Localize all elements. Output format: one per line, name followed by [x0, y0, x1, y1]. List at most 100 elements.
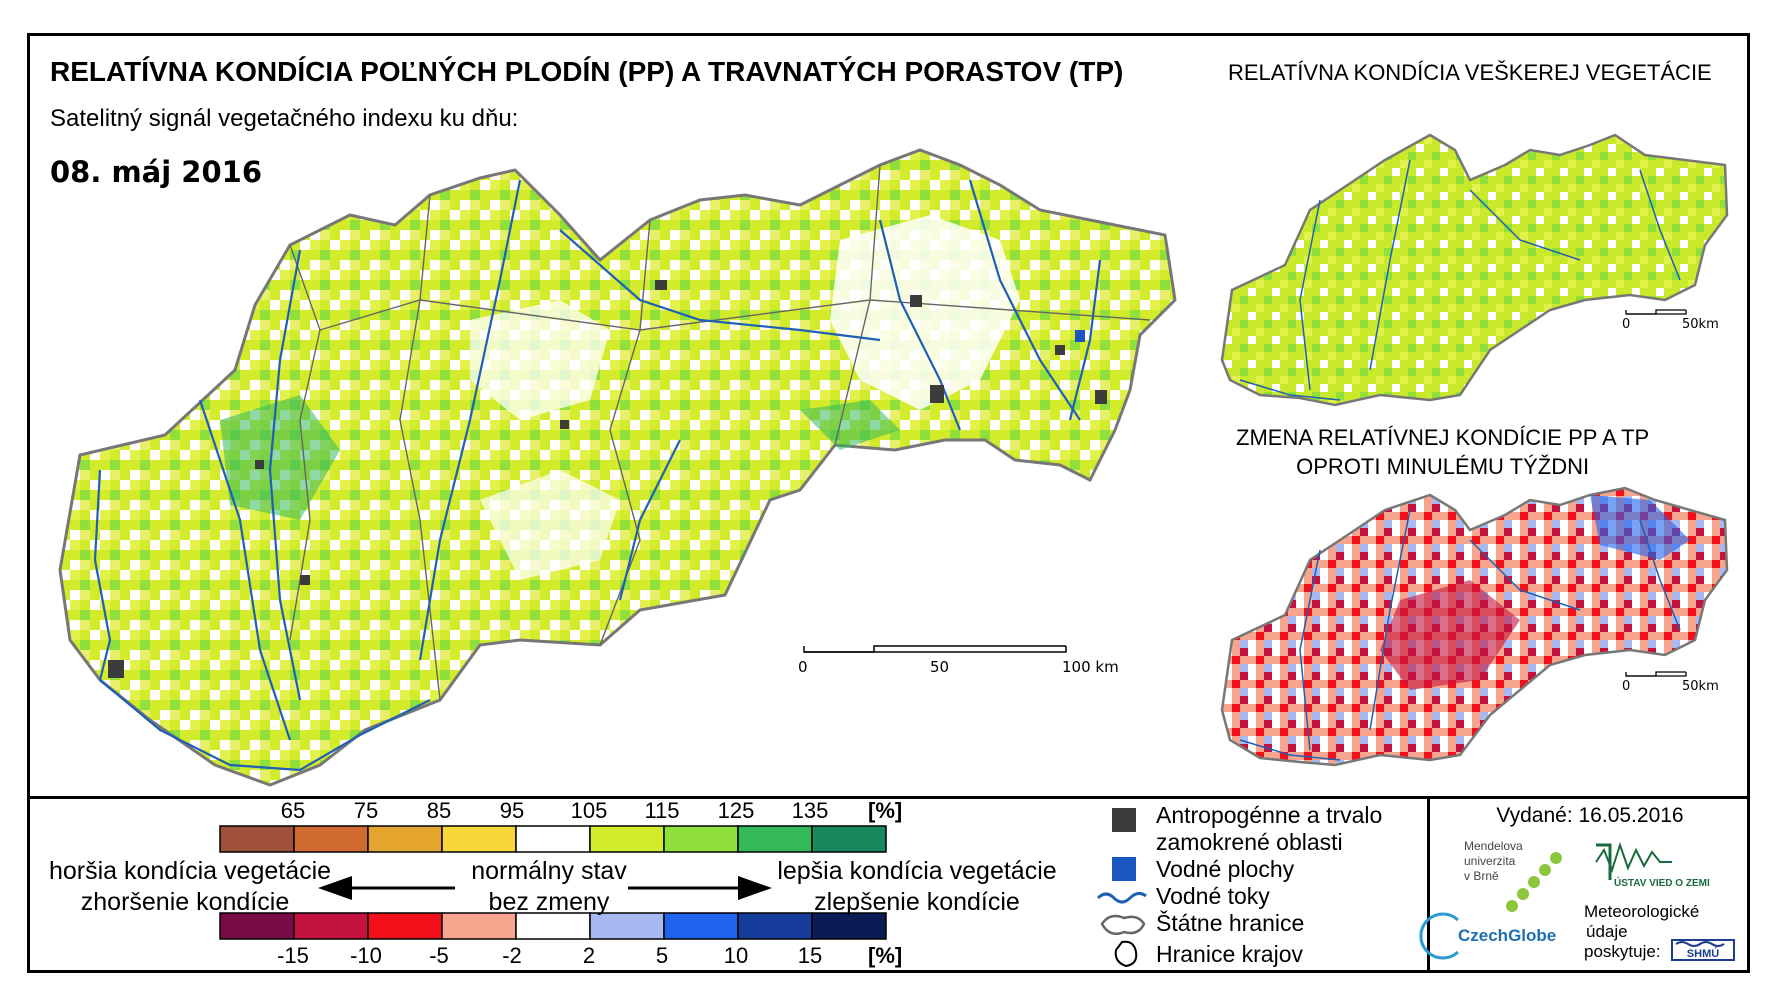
uvoz-logo-icon — [1595, 841, 1672, 880]
all-vegetation-scale-0: 0 — [1622, 317, 1630, 332]
issued-date: Vydané: 16.05.2016 — [1496, 804, 1683, 827]
change-legend: -15 -10 -5 -2 2 5 10 15 [%] — [219, 912, 902, 968]
rivers-label: Vodné toky — [1156, 883, 1270, 909]
legend-divider — [27, 796, 1750, 799]
condition-swatch-4 — [515, 825, 591, 853]
condition-swatch-6 — [663, 825, 739, 853]
condition-tick-105: 105 — [571, 798, 608, 823]
left-arrow-icon — [318, 876, 455, 900]
all-vegetation-scale-bar — [1625, 309, 1687, 315]
all-vegetation-title: RELATÍVNA KONDÍCIA VEŠKEREJ VEGETÁCIE — [1228, 60, 1712, 85]
right-arrow-icon — [628, 876, 772, 900]
water-swatch — [1112, 857, 1136, 881]
mendel-line2: univerzita — [1464, 854, 1516, 868]
state-border-icon — [1100, 914, 1146, 935]
condition-tick-135: 135 — [792, 798, 829, 823]
change-swatch-0 — [219, 912, 295, 940]
change-swatch-2 — [367, 912, 443, 940]
meteo-line3: poskytuje: — [1584, 942, 1661, 961]
condition-unit: [%] — [868, 798, 902, 823]
change-tick-10: 10 — [724, 943, 748, 968]
condition-tick-65: 65 — [281, 798, 305, 823]
change-scale-0: 0 — [1622, 679, 1630, 694]
change-swatch-3 — [441, 912, 517, 940]
main-scale-50: 50 — [930, 658, 949, 676]
main-better-area-center — [800, 400, 900, 450]
main-normal-area-south — [480, 470, 620, 580]
anthropogenic-line2: zamokrené oblasti — [1156, 829, 1343, 855]
state-borders-label: Štátne hranice — [1156, 909, 1304, 936]
uvoz-label: ÚSTAV VIED O ZEMI — [1614, 876, 1710, 889]
condition-swatch-3 — [441, 825, 517, 853]
change-unit: [%] — [868, 943, 902, 968]
main-condition-map: 0 50 100 km — [58, 148, 1177, 787]
change-map: 0 50km — [1220, 486, 1729, 767]
change-tick-m2: -2 — [502, 943, 522, 968]
normal-line1: normálny stav — [471, 857, 627, 885]
change-tick-5: 5 — [656, 943, 668, 968]
main-scale-100: 100 km — [1062, 658, 1119, 676]
meteo-line1: Meteorologické — [1584, 902, 1699, 921]
main-scale-bar — [803, 645, 1067, 653]
meteo-line2: údaje — [1586, 922, 1628, 941]
shmu-logo-icon — [1671, 939, 1735, 961]
date-label: 08. máj 2016 — [50, 155, 263, 189]
change-scale-50: 50km — [1682, 679, 1719, 694]
main-normal-area-east — [830, 215, 1020, 410]
change-tick-2: 2 — [583, 943, 595, 968]
better-line1: lepšia kondícia vegetácie — [777, 857, 1056, 885]
czechglobe-label: CzechGlobe — [1458, 926, 1556, 945]
mendel-line1: Mendelova — [1464, 839, 1523, 853]
main-water-body — [1075, 330, 1085, 342]
anthropogenic-line1: Antropogénne a trvalo — [1156, 802, 1382, 828]
change-scale-bar — [1625, 671, 1687, 677]
worse-line2: zhoršenie kondície — [81, 888, 289, 916]
shmu-label: SHMÚ — [1687, 947, 1719, 960]
main-normal-area-center — [470, 300, 610, 420]
condition-tick-75: 75 — [354, 798, 378, 823]
change-swatch-6 — [663, 912, 739, 940]
condition-swatch-5 — [589, 825, 665, 853]
main-scale-0: 0 — [798, 658, 808, 676]
mendel-line3: v Brně — [1464, 869, 1499, 883]
anthropogenic-swatch — [1112, 808, 1136, 832]
condition-swatch-8 — [811, 825, 887, 853]
change-tick-m10: -10 — [350, 943, 382, 968]
condition-tick-115: 115 — [644, 798, 679, 823]
change-rivers — [1239, 509, 1681, 761]
condition-legend: 65 75 85 95 105 115 125 135 [%] — [219, 798, 902, 853]
water-bodies-label: Vodné plochy — [1156, 856, 1295, 882]
all-vegetation-scale-50: 50km — [1682, 317, 1719, 332]
change-swatch-1 — [293, 912, 369, 940]
map-frame — [27, 33, 1750, 973]
all-vegetation-rivers — [1239, 159, 1681, 401]
normal-line2: bez zmeny — [489, 888, 610, 916]
change-title-line2: OPROTI MINULÉMU TÝŽDNI — [1296, 454, 1590, 479]
condition-tick-85: 85 — [427, 798, 451, 823]
worse-line1: horšia kondícia vegetácie — [49, 857, 331, 885]
better-line2: zlepšenie kondície — [814, 888, 1020, 916]
main-anthropogenic-areas — [108, 280, 1107, 678]
czechglobe-logo-icon — [1419, 912, 1460, 960]
change-title-line1: ZMENA RELATÍVNEJ KONDÍCIE PP A TP — [1236, 425, 1650, 450]
all-vegetation-map: 0 50km — [1220, 133, 1729, 407]
main-title: RELATÍVNA KONDÍCIA POĽNÝCH PLODÍN (PP) A… — [50, 56, 1124, 87]
change-improvement-area — [1590, 495, 1690, 560]
change-swatch-4 — [515, 912, 591, 940]
change-tick-15: 15 — [798, 943, 822, 968]
condition-tick-125: 125 — [718, 798, 755, 823]
change-tick-m15: -15 — [277, 943, 309, 968]
change-tick-m5: -5 — [429, 943, 449, 968]
condition-tick-95: 95 — [500, 798, 524, 823]
condition-swatch-2 — [367, 825, 443, 853]
change-swatch-7 — [737, 912, 813, 940]
change-swatch-8 — [811, 912, 887, 940]
change-swatch-5 — [589, 912, 665, 940]
condition-swatch-7 — [737, 825, 813, 853]
river-swatch-icon — [1096, 891, 1147, 904]
slovakia-all-vegetation-shape — [1220, 133, 1729, 407]
region-borders-label: Hranice krajov — [1156, 941, 1303, 967]
condition-swatch-0 — [219, 825, 295, 853]
change-map-title: ZMENA RELATÍVNEJ KONDÍCIE PP A TP OPROTI… — [1236, 423, 1649, 481]
subtitle: Satelitný signál vegetačného indexu ku d… — [50, 105, 519, 132]
